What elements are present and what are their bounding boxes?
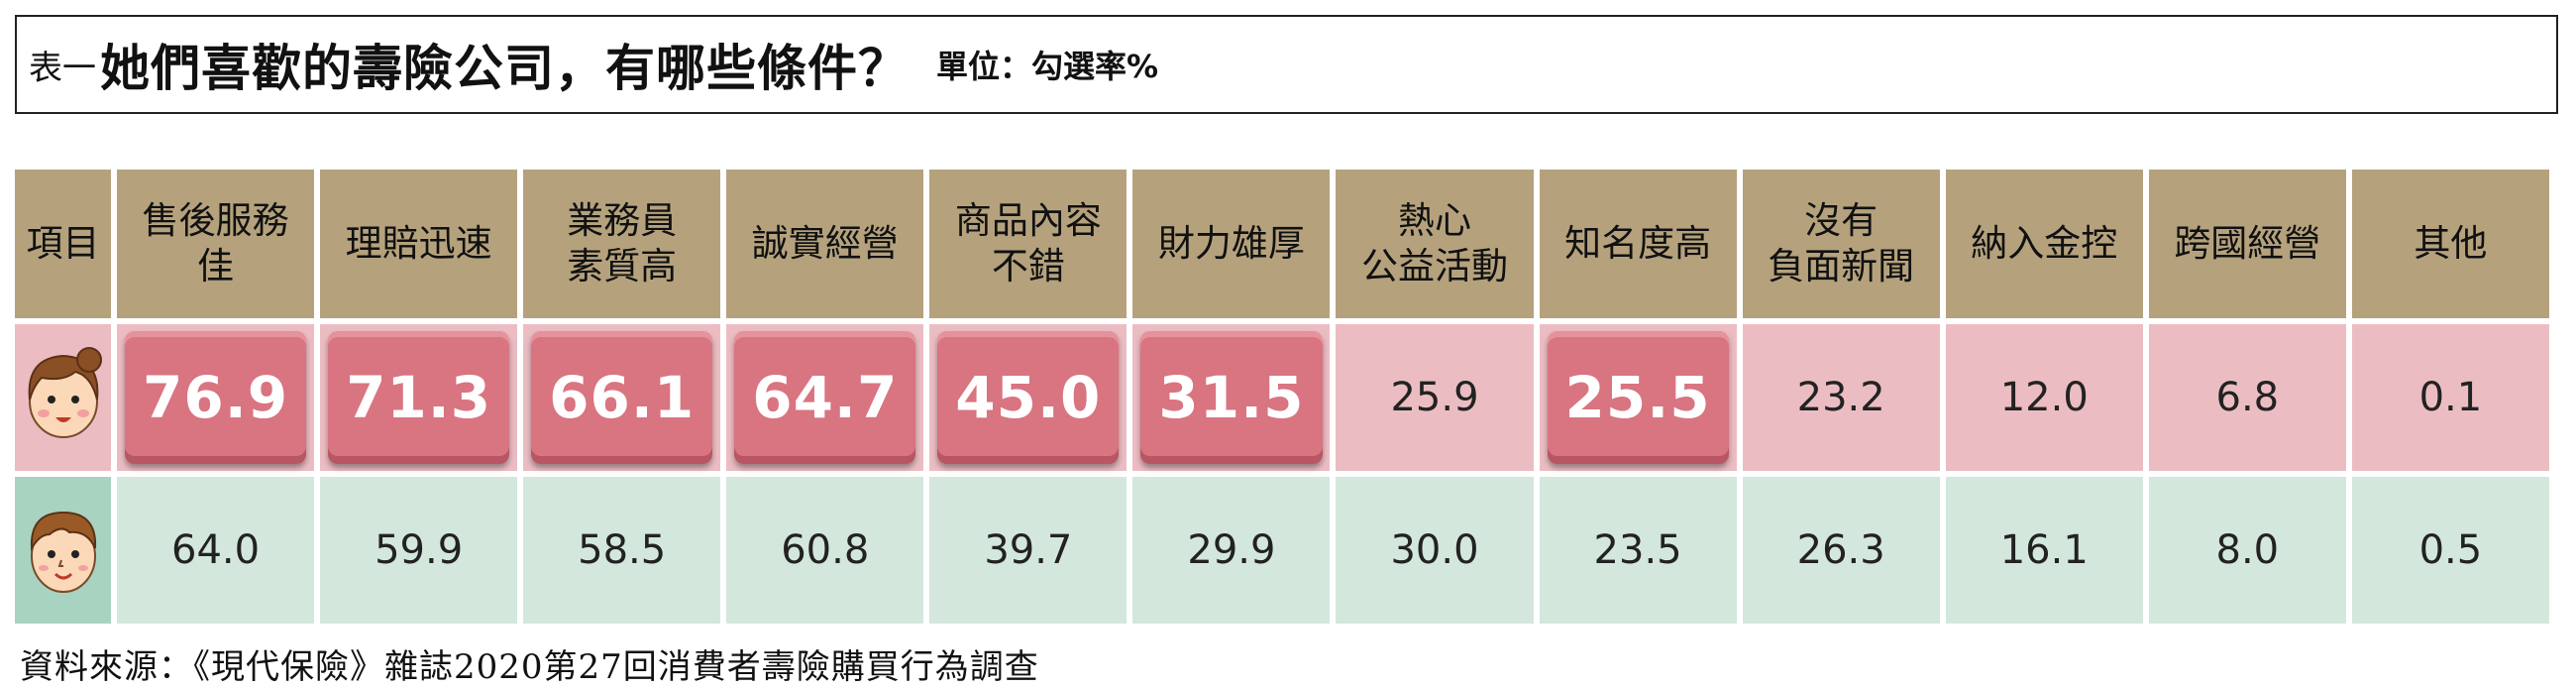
highlighted-value: 64.7 bbox=[734, 331, 916, 464]
column-header: 理賠迅速 bbox=[320, 170, 518, 318]
female-value-cell: 71.3 bbox=[320, 324, 518, 471]
male-value-cell: 58.5 bbox=[523, 477, 721, 624]
female-value-cell: 76.9 bbox=[117, 324, 315, 471]
column-header: 納入金控 bbox=[1945, 170, 2143, 318]
header-item: 項目 bbox=[15, 170, 111, 318]
column-header-line: 業務員 bbox=[567, 198, 678, 242]
highlighted-value: 25.5 bbox=[1547, 331, 1729, 464]
survey-table: 項目 售後服務佳理賠迅速 業務員 素質高 誠實經營 商品內容 不錯 財力雄厚 熱心 公益活動 知名… bbox=[9, 164, 2555, 630]
male-icon-cell bbox=[15, 477, 111, 624]
value-label: 6.8 bbox=[2215, 375, 2280, 420]
column-header-line: 其他 bbox=[2414, 221, 2488, 265]
value-label: 60.8 bbox=[781, 527, 870, 573]
male-value-cell: 59.9 bbox=[320, 477, 518, 624]
column-header-line: 佳 bbox=[197, 245, 235, 288]
value-label: 39.7 bbox=[984, 527, 1073, 573]
highlighted-value: 66.1 bbox=[531, 331, 713, 464]
column-header-line: 跨國經營 bbox=[2174, 221, 2321, 265]
column-header-line: 商品內容 bbox=[954, 198, 1102, 242]
male-value-cell: 60.8 bbox=[726, 477, 924, 624]
female-value-cell: 31.5 bbox=[1132, 324, 1331, 471]
column-header: 沒有 負面新聞 bbox=[1742, 170, 1940, 318]
value-label: 25.9 bbox=[1390, 375, 1479, 420]
female-value-cell: 12.0 bbox=[1945, 324, 2143, 471]
column-header-line: 知名度高 bbox=[1564, 221, 1712, 265]
source-note: 資料來源：《現代保險》雜誌2020第27回消費者壽險購買行為調查 bbox=[20, 647, 1039, 687]
female-value-cell: 64.7 bbox=[726, 324, 924, 471]
female-value-cell: 45.0 bbox=[929, 324, 1127, 471]
column-header-line: 公益活動 bbox=[1361, 245, 1508, 288]
highlighted-value: 45.0 bbox=[937, 331, 1120, 464]
value-label: 30.0 bbox=[1390, 527, 1479, 573]
value-label: 0.1 bbox=[2418, 375, 2483, 420]
value-label: 58.5 bbox=[578, 527, 667, 573]
column-header-line: 不錯 bbox=[991, 245, 1065, 288]
column-header-line: 售後服務 bbox=[142, 198, 289, 242]
female-value-cell: 25.5 bbox=[1539, 324, 1737, 471]
female-face-icon bbox=[28, 347, 102, 438]
value-label: 26.3 bbox=[1796, 527, 1885, 573]
female-value-cell: 6.8 bbox=[2148, 324, 2346, 471]
highlighted-value: 71.3 bbox=[328, 331, 510, 464]
header-row: 項目 售後服務佳理賠迅速 業務員 素質高 誠實經營 商品內容 不錯 財力雄厚 熱心 公益活動 知名… bbox=[15, 170, 2549, 318]
male-face-icon bbox=[30, 511, 96, 593]
female-value-cell: 23.2 bbox=[1742, 324, 1940, 471]
column-header-line: 財力雄厚 bbox=[1157, 221, 1305, 265]
male-value-cell: 30.0 bbox=[1336, 477, 1534, 624]
column-header: 售後服務佳 bbox=[117, 170, 315, 318]
column-header-line: 理賠迅速 bbox=[345, 221, 492, 265]
male-value-cell: 16.1 bbox=[1945, 477, 2143, 624]
column-header-line: 素質高 bbox=[567, 245, 678, 288]
value-label: 16.1 bbox=[1999, 527, 2089, 573]
column-header: 其他 bbox=[2351, 170, 2549, 318]
table-title: 她們喜歡的壽險公司，有哪些條件？ bbox=[100, 40, 909, 97]
column-header: 跨國經營 bbox=[2148, 170, 2346, 318]
male-value-cell: 64.0 bbox=[117, 477, 315, 624]
highlighted-value: 31.5 bbox=[1140, 331, 1323, 464]
column-header-line: 負面新聞 bbox=[1768, 245, 1915, 288]
male-value-cell: 0.5 bbox=[2351, 477, 2549, 624]
male-value-cell: 8.0 bbox=[2148, 477, 2346, 624]
column-header: 財力雄厚 bbox=[1132, 170, 1331, 318]
value-label: 59.9 bbox=[375, 527, 464, 573]
value-label: 29.9 bbox=[1187, 527, 1276, 573]
column-header: 商品內容 不錯 bbox=[929, 170, 1127, 318]
column-header-line: 誠實經營 bbox=[751, 221, 899, 265]
female-value-cell: 25.9 bbox=[1336, 324, 1534, 471]
value-label: 23.2 bbox=[1796, 375, 1885, 420]
female-icon-cell bbox=[15, 324, 111, 471]
column-header-line: 熱心 bbox=[1398, 198, 1471, 242]
unit-label: 單位：勾選率% bbox=[936, 48, 1159, 85]
value-label: 0.5 bbox=[2418, 527, 2483, 573]
column-header: 知名度高 bbox=[1539, 170, 1737, 318]
male-value-cell: 39.7 bbox=[929, 477, 1127, 624]
column-header: 業務員 素質高 bbox=[523, 170, 721, 318]
column-header: 熱心 公益活動 bbox=[1336, 170, 1534, 318]
female-row: 76.9 71.3 66.1 64.7 45.0 31.5 25.9 25.5 23.2 12.0… bbox=[15, 324, 2549, 471]
column-header-line: 沒有 bbox=[1804, 198, 1878, 242]
value-label: 12.0 bbox=[1999, 375, 2089, 420]
male-value-cell: 23.5 bbox=[1539, 477, 1737, 624]
female-value-cell: 0.1 bbox=[2351, 324, 2549, 471]
table-number: 表一 bbox=[29, 48, 96, 88]
male-value-cell: 29.9 bbox=[1132, 477, 1331, 624]
female-value-cell: 66.1 bbox=[523, 324, 721, 471]
male-value-cell: 26.3 bbox=[1742, 477, 1940, 624]
male-row: 64.0 59.9 58.5 60.8 39.7 29.9 30.0 23.5 26.3 16.1… bbox=[15, 477, 2549, 624]
highlighted-value: 76.9 bbox=[124, 331, 307, 464]
column-header-line: 納入金控 bbox=[1971, 221, 2118, 265]
value-label: 64.0 bbox=[171, 527, 261, 573]
value-label: 23.5 bbox=[1593, 527, 1682, 573]
value-label: 8.0 bbox=[2215, 527, 2280, 573]
column-header: 誠實經營 bbox=[726, 170, 924, 318]
table-title-box: 表一 她們喜歡的壽險公司，有哪些條件？ 單位：勾選率% bbox=[15, 15, 2558, 114]
